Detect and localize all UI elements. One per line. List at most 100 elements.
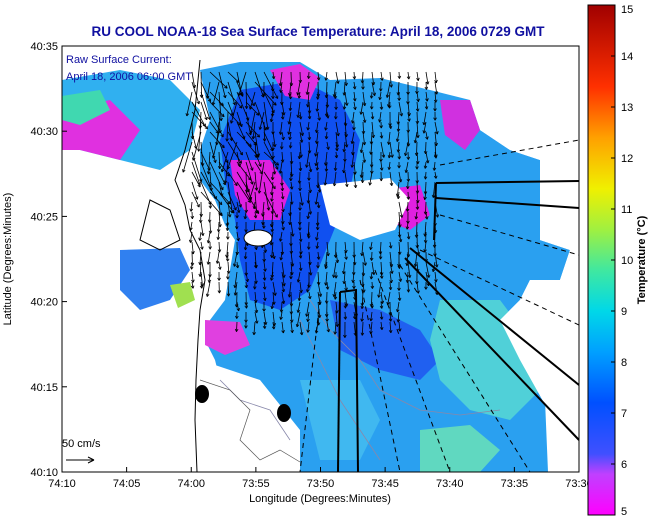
current-vector-head — [205, 293, 208, 297]
current-vector-head — [380, 256, 383, 260]
current-vector-head — [225, 227, 228, 231]
current-vector-head — [308, 246, 311, 250]
current-vector-head — [280, 196, 284, 200]
current-vector-head — [228, 270, 231, 274]
current-vector-head — [258, 153, 261, 157]
current-vector-head — [418, 98, 420, 102]
current-vector-head — [362, 120, 366, 123]
current-vector-head — [354, 86, 357, 90]
current-vector-head — [264, 277, 267, 281]
land-mask-south — [62, 330, 300, 472]
current-vector-head — [364, 102, 367, 106]
current-vector-head — [351, 164, 355, 168]
current-vector-head — [281, 330, 284, 334]
current-vector-head — [306, 233, 309, 237]
current-vector-head — [272, 88, 275, 92]
current-vector — [424, 191, 427, 200]
current-vector — [416, 191, 419, 203]
current-vector-head — [417, 108, 420, 112]
current-vector-head — [369, 95, 372, 99]
current-vector-head — [268, 207, 271, 211]
current-vector-head — [325, 286, 329, 290]
current-vector-head — [425, 136, 428, 140]
current-vector-head — [305, 313, 307, 317]
current-vector — [416, 201, 418, 210]
current-vector — [371, 251, 373, 261]
current-vector-head — [397, 287, 400, 291]
current-vector — [425, 141, 427, 154]
current-vector — [191, 111, 208, 130]
current-vector-head — [238, 307, 240, 312]
current-vector — [398, 201, 403, 218]
current-vector — [370, 131, 373, 145]
current-vector-head — [307, 127, 310, 131]
current-vector — [388, 131, 391, 145]
current-vector-head — [399, 224, 402, 228]
current-vector-head — [360, 111, 364, 115]
current-vector — [209, 191, 223, 205]
current-vector-head — [263, 258, 266, 262]
current-vector-head — [390, 245, 393, 249]
current-vector — [389, 271, 392, 283]
current-vector — [416, 241, 420, 255]
current-vector-head — [435, 230, 438, 234]
current-vector-head — [237, 265, 240, 269]
current-vector — [281, 151, 284, 163]
sst-field-warm-3 — [300, 380, 380, 460]
current-vector-head — [405, 208, 408, 212]
current-vector-head — [295, 323, 298, 328]
current-vector-head — [280, 182, 283, 186]
current-vector-head — [256, 135, 260, 138]
current-vector — [299, 171, 301, 184]
current-vector-head — [386, 104, 389, 108]
current-vector-head — [415, 206, 418, 210]
current-vector-head — [211, 187, 213, 191]
current-vector-head — [279, 257, 282, 261]
current-vector-head — [236, 308, 240, 312]
current-vector — [209, 171, 212, 191]
chart-title: RU COOL NOAA-18 Sea Surface Temperature:… — [92, 24, 546, 39]
current-vector-head — [282, 283, 285, 287]
current-vector-head — [390, 271, 393, 274]
current-vector-head — [422, 121, 425, 126]
current-vector — [344, 311, 346, 320]
current-vector-head — [226, 174, 230, 177]
current-vector-head — [273, 326, 276, 330]
current-vector — [307, 191, 310, 204]
current-vector-head — [217, 277, 220, 281]
current-vector — [353, 321, 356, 336]
current-vector-head — [427, 136, 429, 140]
current-vector-head — [370, 116, 374, 120]
x-axis: 74:10 74:05 74:00 73:55 73:50 73:45 73:40 73:35… — [48, 467, 593, 490]
current-vector — [200, 91, 211, 120]
current-vector-head — [300, 251, 303, 255]
current-vector-head — [388, 155, 392, 159]
current-vector — [362, 151, 366, 163]
current-vector-head — [298, 297, 302, 301]
current-vector-head — [253, 265, 257, 269]
current-vector — [389, 321, 392, 333]
current-vector-head — [270, 254, 273, 258]
current-vector — [398, 101, 403, 117]
current-vector — [352, 111, 355, 124]
current-vector-head — [417, 120, 420, 124]
current-vector-head — [351, 279, 354, 283]
current-vector-head — [400, 179, 403, 183]
current-vector — [230, 101, 238, 124]
current-vector-head — [407, 129, 410, 133]
current-vector — [362, 131, 365, 146]
current-vector — [271, 241, 274, 258]
current-vector — [289, 211, 292, 225]
current-vector-head — [218, 266, 221, 270]
current-vector-head — [406, 76, 410, 80]
current-vector-head — [262, 308, 265, 312]
current-vector-head — [281, 289, 285, 293]
current-vector-head — [259, 127, 263, 130]
current-vector-head — [360, 150, 364, 153]
current-vector-head — [249, 130, 252, 134]
current-vector — [263, 321, 266, 329]
current-vector-head — [370, 276, 374, 280]
current-vector-head — [207, 117, 211, 120]
current-vector-head — [353, 127, 356, 131]
